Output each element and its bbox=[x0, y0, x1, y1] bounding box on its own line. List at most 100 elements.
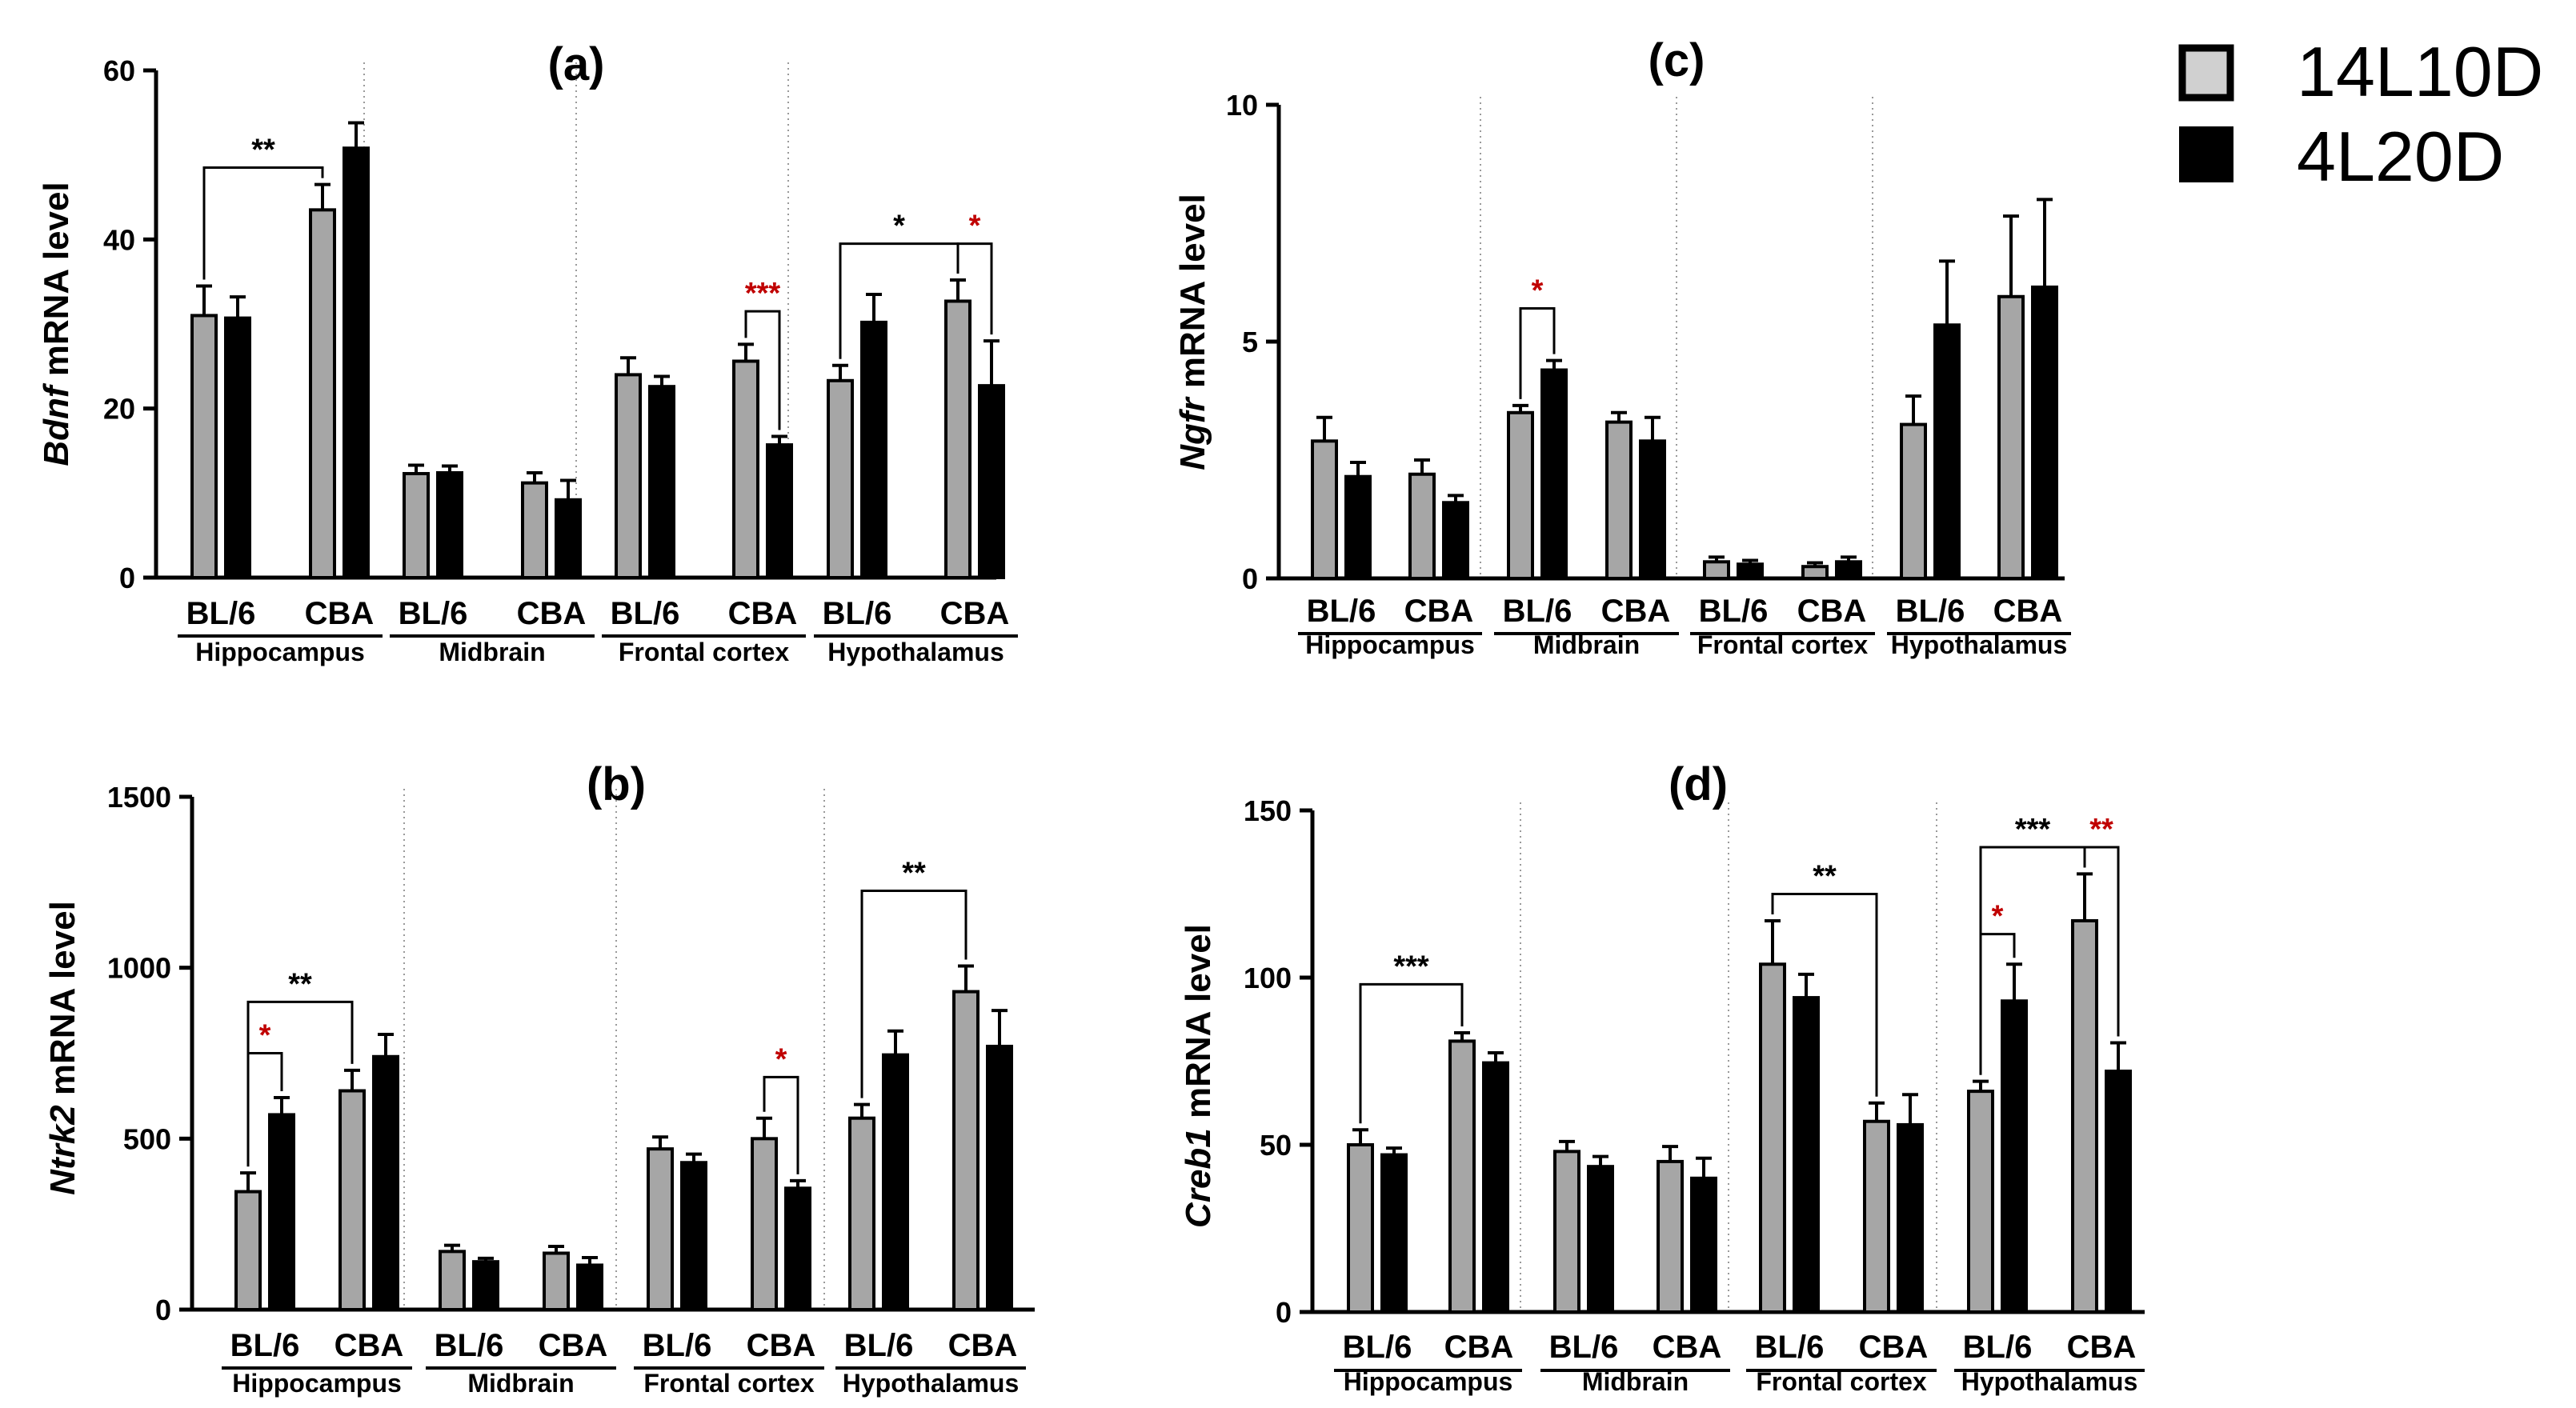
y-tick-label: 20 bbox=[103, 393, 135, 426]
bar-4l20d-hippocampus-cba bbox=[1442, 501, 1469, 581]
x-tick-label-strain: BL/6 bbox=[1699, 594, 1769, 629]
bar-4l20d-hippocampus-bl-6 bbox=[224, 316, 251, 579]
x-tick-label-strain: CBA bbox=[305, 596, 375, 631]
x-tick-label-strain: BL/6 bbox=[1755, 1330, 1825, 1365]
panel-a: (a) Bdnf mRNA level 0 20 40 60 BL/6 CBA BL/6 CBA B… bbox=[37, 38, 1018, 666]
bar-4l20d-hippocampus-cba bbox=[1482, 1061, 1509, 1314]
bar-14l10d-midbrain-bl-6 bbox=[439, 1250, 466, 1312]
bar-14l10d-hypothalamus-bl-6 bbox=[1967, 1090, 1994, 1314]
y-tick-label: 0 bbox=[1276, 1296, 1292, 1329]
significance-label: ** bbox=[1813, 860, 1837, 894]
significance-bracket bbox=[1979, 846, 2086, 1075]
bar-4l20d-midbrain-cba bbox=[576, 1263, 603, 1311]
bar-14l10d-frontal-cortex-bl-6 bbox=[1703, 560, 1730, 581]
x-tick-label-strain: CBA bbox=[940, 596, 1010, 631]
y-axis-label-gene: Ngfr bbox=[1173, 395, 1212, 470]
bar-14l10d-midbrain-cba bbox=[1605, 420, 1633, 581]
region-label: Midbrain bbox=[1533, 630, 1640, 659]
bar-14l10d-hippocampus-bl-6 bbox=[234, 1190, 262, 1311]
legend: 14L10D 4L20D bbox=[2178, 32, 2543, 196]
bar-4l20d-hypothalamus-bl-6 bbox=[860, 320, 887, 579]
bar-4l20d-frontal-cortex-bl-6 bbox=[1737, 562, 1764, 580]
bar-14l10d-midbrain-bl-6 bbox=[1507, 410, 1534, 580]
y-axis-label-gene: Ntrk2 bbox=[43, 1105, 82, 1195]
bar-14l10d-midbrain-bl-6 bbox=[403, 472, 430, 580]
legend-swatch-14l10d bbox=[2178, 44, 2234, 102]
x-tick-label-strain: CBA bbox=[539, 1328, 608, 1363]
significance-label: * bbox=[969, 210, 981, 243]
region-label: Hypothalamus bbox=[1961, 1367, 2137, 1396]
significance-label: * bbox=[893, 210, 905, 243]
panel-title: (b) bbox=[587, 758, 646, 810]
y-axis-label-rest: mRNA level bbox=[37, 182, 76, 386]
legend-swatch-4l20d bbox=[2179, 126, 2233, 182]
region-label: Hippocampus bbox=[1305, 630, 1475, 659]
bar-4l20d-hippocampus-bl-6 bbox=[1344, 474, 1372, 580]
bar-14l10d-hypothalamus-bl-6 bbox=[1900, 422, 1927, 580]
y-axis-label: Ngfr mRNA level bbox=[1173, 194, 1212, 470]
x-tick-label-strain: BL/6 bbox=[1307, 594, 1376, 629]
bar-4l20d-hippocampus-bl-6 bbox=[1380, 1153, 1408, 1314]
x-tick-label-strain: BL/6 bbox=[643, 1328, 712, 1363]
bar-4l20d-frontal-cortex-cba bbox=[784, 1186, 811, 1311]
bar-14l10d-midbrain-cba bbox=[543, 1251, 570, 1311]
y-tick-label: 40 bbox=[103, 223, 135, 256]
bar-4l20d-midbrain-cba bbox=[555, 498, 582, 580]
bar-14l10d-frontal-cortex-cba bbox=[751, 1137, 778, 1312]
bar-4l20d-frontal-cortex-bl-6 bbox=[648, 385, 675, 579]
significance-label: ** bbox=[251, 134, 275, 167]
bar-14l10d-hippocampus-cba bbox=[339, 1089, 366, 1312]
significance-bracket bbox=[1359, 982, 1464, 1124]
significance-bracket bbox=[2083, 846, 2120, 1037]
bar-14l10d-hypothalamus-cba bbox=[2071, 918, 2098, 1314]
bar-14l10d-hypothalamus-cba bbox=[1997, 294, 2025, 580]
bar-14l10d-frontal-cortex-bl-6 bbox=[647, 1147, 674, 1311]
x-tick-label-strain: BL/6 bbox=[435, 1328, 504, 1363]
x-tick-label-strain: BL/6 bbox=[844, 1328, 914, 1363]
x-tick-label-strain: CBA bbox=[1404, 594, 1474, 629]
significance-bracket bbox=[956, 242, 993, 335]
bar-14l10d-hypothalamus-bl-6 bbox=[848, 1116, 875, 1312]
x-tick-label-strain: BL/6 bbox=[186, 596, 256, 631]
significance-bracket bbox=[202, 166, 324, 280]
region-label: Frontal cortex bbox=[619, 638, 790, 666]
y-tick-label: 150 bbox=[1244, 794, 1292, 827]
region-label: Hippocampus bbox=[195, 638, 365, 666]
x-tick-label-strain: CBA bbox=[1859, 1330, 1929, 1365]
bar-4l20d-hypothalamus-cba bbox=[2031, 285, 2058, 580]
x-tick-label-strain: BL/6 bbox=[1963, 1330, 2033, 1365]
y-tick-label: 0 bbox=[119, 562, 135, 594]
bar-4l20d-hypothalamus-bl-6 bbox=[882, 1053, 909, 1312]
y-axis-label-rest: mRNA level bbox=[1179, 924, 1218, 1128]
region-label: Frontal cortex bbox=[1697, 630, 1869, 659]
y-tick-label: 0 bbox=[1242, 562, 1258, 595]
bar-4l20d-hypothalamus-bl-6 bbox=[1933, 323, 1961, 580]
significance-label: * bbox=[1992, 900, 2004, 934]
significance-bracket bbox=[246, 1052, 283, 1167]
y-axis-label-rest: mRNA level bbox=[43, 901, 82, 1105]
significance-bracket bbox=[839, 242, 959, 359]
bar-14l10d-frontal-cortex-cba bbox=[1863, 1119, 1890, 1314]
bar-14l10d-frontal-cortex-bl-6 bbox=[1759, 962, 1786, 1314]
region-label: Hypothalamus bbox=[827, 638, 1004, 666]
bar-14l10d-midbrain-bl-6 bbox=[1553, 1150, 1580, 1314]
x-tick-label-strain: BL/6 bbox=[1503, 594, 1572, 629]
bar-14l10d-hypothalamus-cba bbox=[944, 299, 972, 579]
bar-4l20d-frontal-cortex-cba bbox=[1835, 560, 1862, 581]
bar-4l20d-midbrain-bl-6 bbox=[436, 470, 463, 579]
bar-14l10d-hypothalamus-bl-6 bbox=[827, 378, 854, 579]
bar-4l20d-midbrain-cba bbox=[1690, 1176, 1717, 1314]
y-tick-label: 10 bbox=[1226, 89, 1258, 122]
bar-14l10d-hippocampus-cba bbox=[309, 208, 336, 579]
x-tick-label-strain: CBA bbox=[517, 596, 587, 631]
x-tick-label-strain: CBA bbox=[1444, 1330, 1514, 1365]
bar-14l10d-hippocampus-cba bbox=[1448, 1039, 1476, 1314]
panel-c: (c) Ngfr mRNA level 0 5 10 BL/6 CBA BL/6 CBA BL/6… bbox=[1173, 34, 2071, 659]
y-tick-label: 0 bbox=[155, 1294, 171, 1326]
x-tick-label-strain: BL/6 bbox=[1896, 594, 1965, 629]
bar-14l10d-hippocampus-bl-6 bbox=[190, 314, 218, 579]
significance-label: *** bbox=[2015, 813, 2051, 846]
region-label: Hypothalamus bbox=[1891, 630, 2067, 659]
bar-14l10d-hippocampus-bl-6 bbox=[1347, 1143, 1374, 1314]
bar-4l20d-hippocampus-bl-6 bbox=[268, 1113, 295, 1312]
